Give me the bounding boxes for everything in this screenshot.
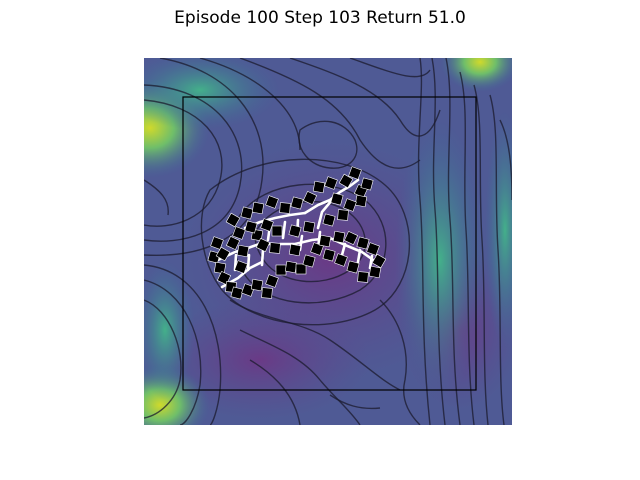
episode-title: Episode 100 Step 103 Return 51.0 [174,8,466,28]
boundary-square [182,96,477,391]
contour-lines [144,58,512,425]
terrain-field [144,58,512,425]
block-agents [207,166,387,300]
